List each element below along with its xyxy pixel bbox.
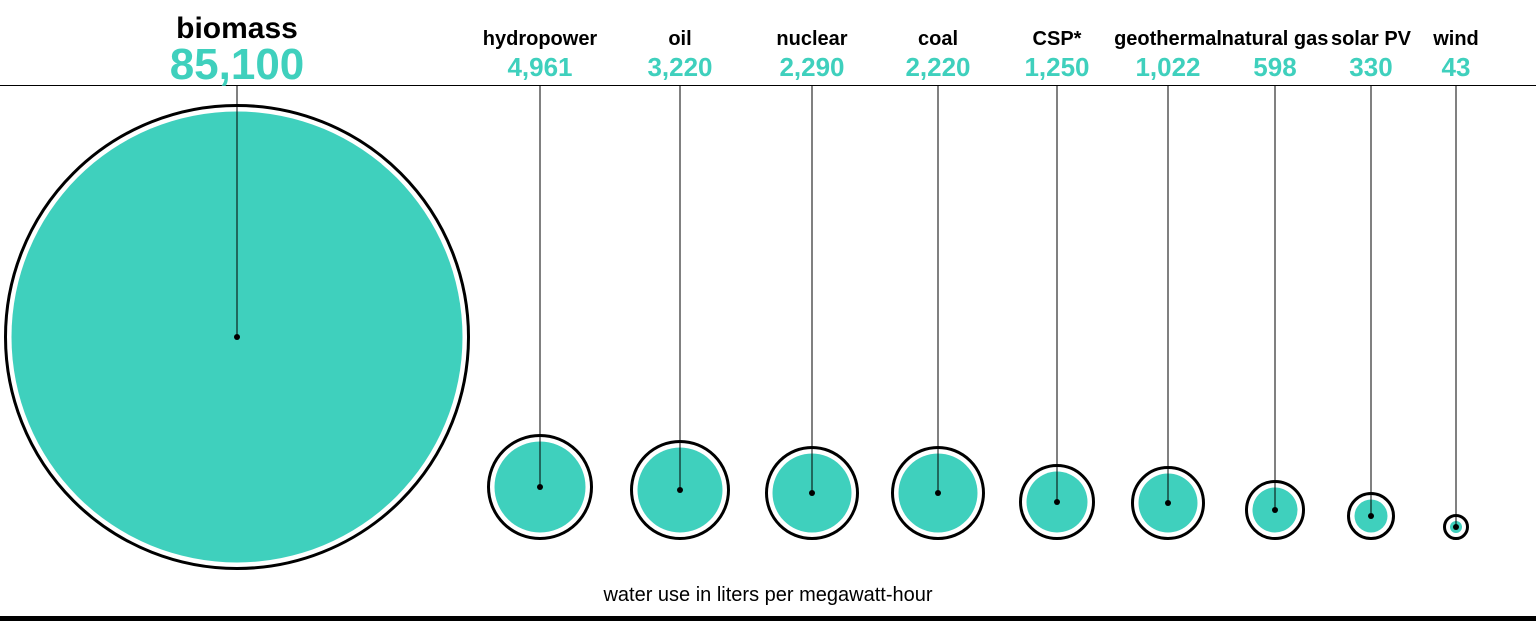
center-dot-wind xyxy=(1453,524,1459,530)
center-dot-biomass xyxy=(234,334,240,340)
item-biomass: biomass85,100 xyxy=(87,0,387,624)
water-use-bubble-chart: biomass85,100hydropower4,961oil3,220nucl… xyxy=(0,0,1536,624)
item-wind: wind43 xyxy=(1306,0,1536,624)
chart-caption: water use in liters per megawatt-hour xyxy=(368,584,1168,607)
value-wind: 43 xyxy=(1306,52,1536,83)
label-wind: wind xyxy=(1306,28,1536,51)
value-biomass: 85,100 xyxy=(87,40,387,90)
stem-wind xyxy=(1456,85,1457,527)
stem-biomass xyxy=(237,85,238,337)
